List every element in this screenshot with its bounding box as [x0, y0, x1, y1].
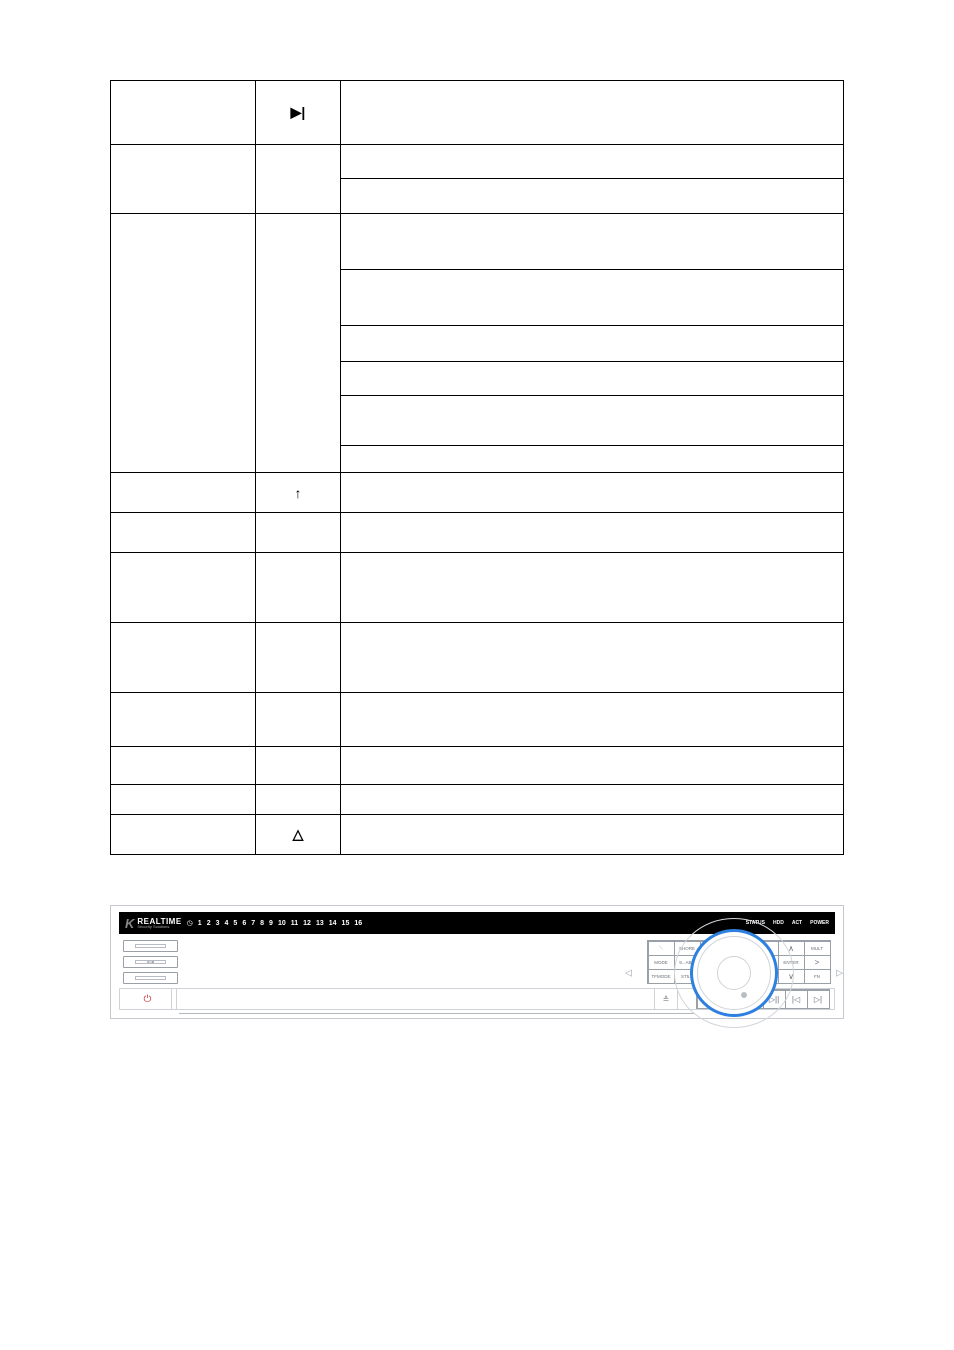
- desc-cell: .: [341, 362, 844, 396]
- name-cell: .: [111, 623, 256, 693]
- port-column: ⊶: [123, 940, 178, 984]
- power-icon: ⏻: [144, 994, 152, 1005]
- jog-shuttle: ◁ ▷: [639, 918, 829, 1028]
- icon-cell: ↑: [256, 473, 341, 513]
- name-cell: .: [111, 145, 256, 214]
- channel-number: 4: [225, 920, 229, 927]
- channel-number: 16: [354, 920, 362, 927]
- channel-number: 9: [269, 920, 273, 927]
- name-cell: .: [111, 473, 256, 513]
- channel-number: 14: [329, 920, 337, 927]
- icon-cell: [256, 693, 341, 747]
- name-cell: .: [111, 785, 256, 815]
- channel-number: 5: [233, 920, 237, 927]
- desc-cell: .: [341, 145, 844, 179]
- desc-cell: .: [341, 270, 844, 326]
- table-row: ..: [111, 214, 844, 270]
- desc-cell: .: [341, 179, 844, 214]
- power-button[interactable]: ⏻: [124, 989, 172, 1009]
- channel-number: 10: [278, 920, 286, 927]
- desc-cell: .: [341, 396, 844, 446]
- channel-number: 13: [316, 920, 324, 927]
- channel-number: 2: [207, 920, 211, 927]
- icon-cell: [256, 553, 341, 623]
- name-cell: .: [111, 815, 256, 855]
- icon-cell: △: [256, 815, 341, 855]
- dvd-tray: [176, 989, 650, 1009]
- name-cell: .: [111, 81, 256, 145]
- jog-right-icon: ▷: [836, 968, 843, 979]
- clock-icon: ◷: [187, 919, 193, 927]
- brand-logo: K REALTIME Security Solutions: [125, 916, 182, 931]
- desc-cell: .: [341, 623, 844, 693]
- icon-cell: [256, 747, 341, 785]
- logo-subtext: Security Solutions: [137, 925, 181, 929]
- channel-number: 3: [216, 920, 220, 927]
- name-cell: .: [111, 693, 256, 747]
- desc-cell: .: [341, 326, 844, 362]
- desc-cell: .: [341, 785, 844, 815]
- desc-cell: .: [341, 693, 844, 747]
- channel-number: 12: [303, 920, 311, 927]
- name-cell: .: [111, 553, 256, 623]
- desc-cell: .: [341, 81, 844, 145]
- usb-port: ⊶: [123, 956, 178, 968]
- figure-baseline: [179, 1013, 695, 1014]
- desc-cell: .: [341, 747, 844, 785]
- desc-cell: .: [341, 473, 844, 513]
- desc-cell: .: [341, 214, 844, 270]
- table-row: .△.: [111, 815, 844, 855]
- name-cell: .: [111, 214, 256, 473]
- port-slot: [123, 972, 178, 984]
- icon-cell: [256, 513, 341, 553]
- channel-number: 6: [242, 920, 246, 927]
- table-row: ..: [111, 747, 844, 785]
- channel-number: 7: [251, 920, 255, 927]
- channel-number: 15: [342, 920, 350, 927]
- icon-cell: [256, 623, 341, 693]
- jog-left-icon: ◁: [625, 968, 632, 979]
- table-row: .↑.: [111, 473, 844, 513]
- table-row: ..: [111, 513, 844, 553]
- icon-cell: [256, 785, 341, 815]
- channel-number: 11: [291, 920, 298, 927]
- icon-cell: [256, 214, 341, 473]
- desc-cell: .: [341, 553, 844, 623]
- icon-cell: [256, 145, 341, 214]
- table-row: ..: [111, 553, 844, 623]
- desc-cell: .: [341, 513, 844, 553]
- shuttle-ring[interactable]: [690, 929, 778, 1017]
- usb-icon: ⊶: [147, 957, 155, 966]
- channel-number: 1: [198, 920, 202, 927]
- channel-number: 8: [260, 920, 264, 927]
- desc-cell: .: [341, 446, 844, 473]
- table-row: ..: [111, 785, 844, 815]
- table-row: ..: [111, 145, 844, 179]
- spec-table: .▶|............↑..............△.: [110, 80, 844, 855]
- port-slot: [123, 940, 178, 952]
- front-panel-figure: K REALTIME Security Solutions ◷ 12345678…: [110, 905, 844, 1019]
- table-row: ..: [111, 693, 844, 747]
- jog-dimple: [741, 992, 747, 998]
- desc-cell: .: [341, 815, 844, 855]
- logo-mark: K: [125, 916, 134, 931]
- icon-cell: ▶|: [256, 81, 341, 145]
- name-cell: .: [111, 513, 256, 553]
- table-row: .▶|.: [111, 81, 844, 145]
- name-cell: .: [111, 747, 256, 785]
- table-row: ..: [111, 623, 844, 693]
- jog-dial[interactable]: [717, 956, 751, 990]
